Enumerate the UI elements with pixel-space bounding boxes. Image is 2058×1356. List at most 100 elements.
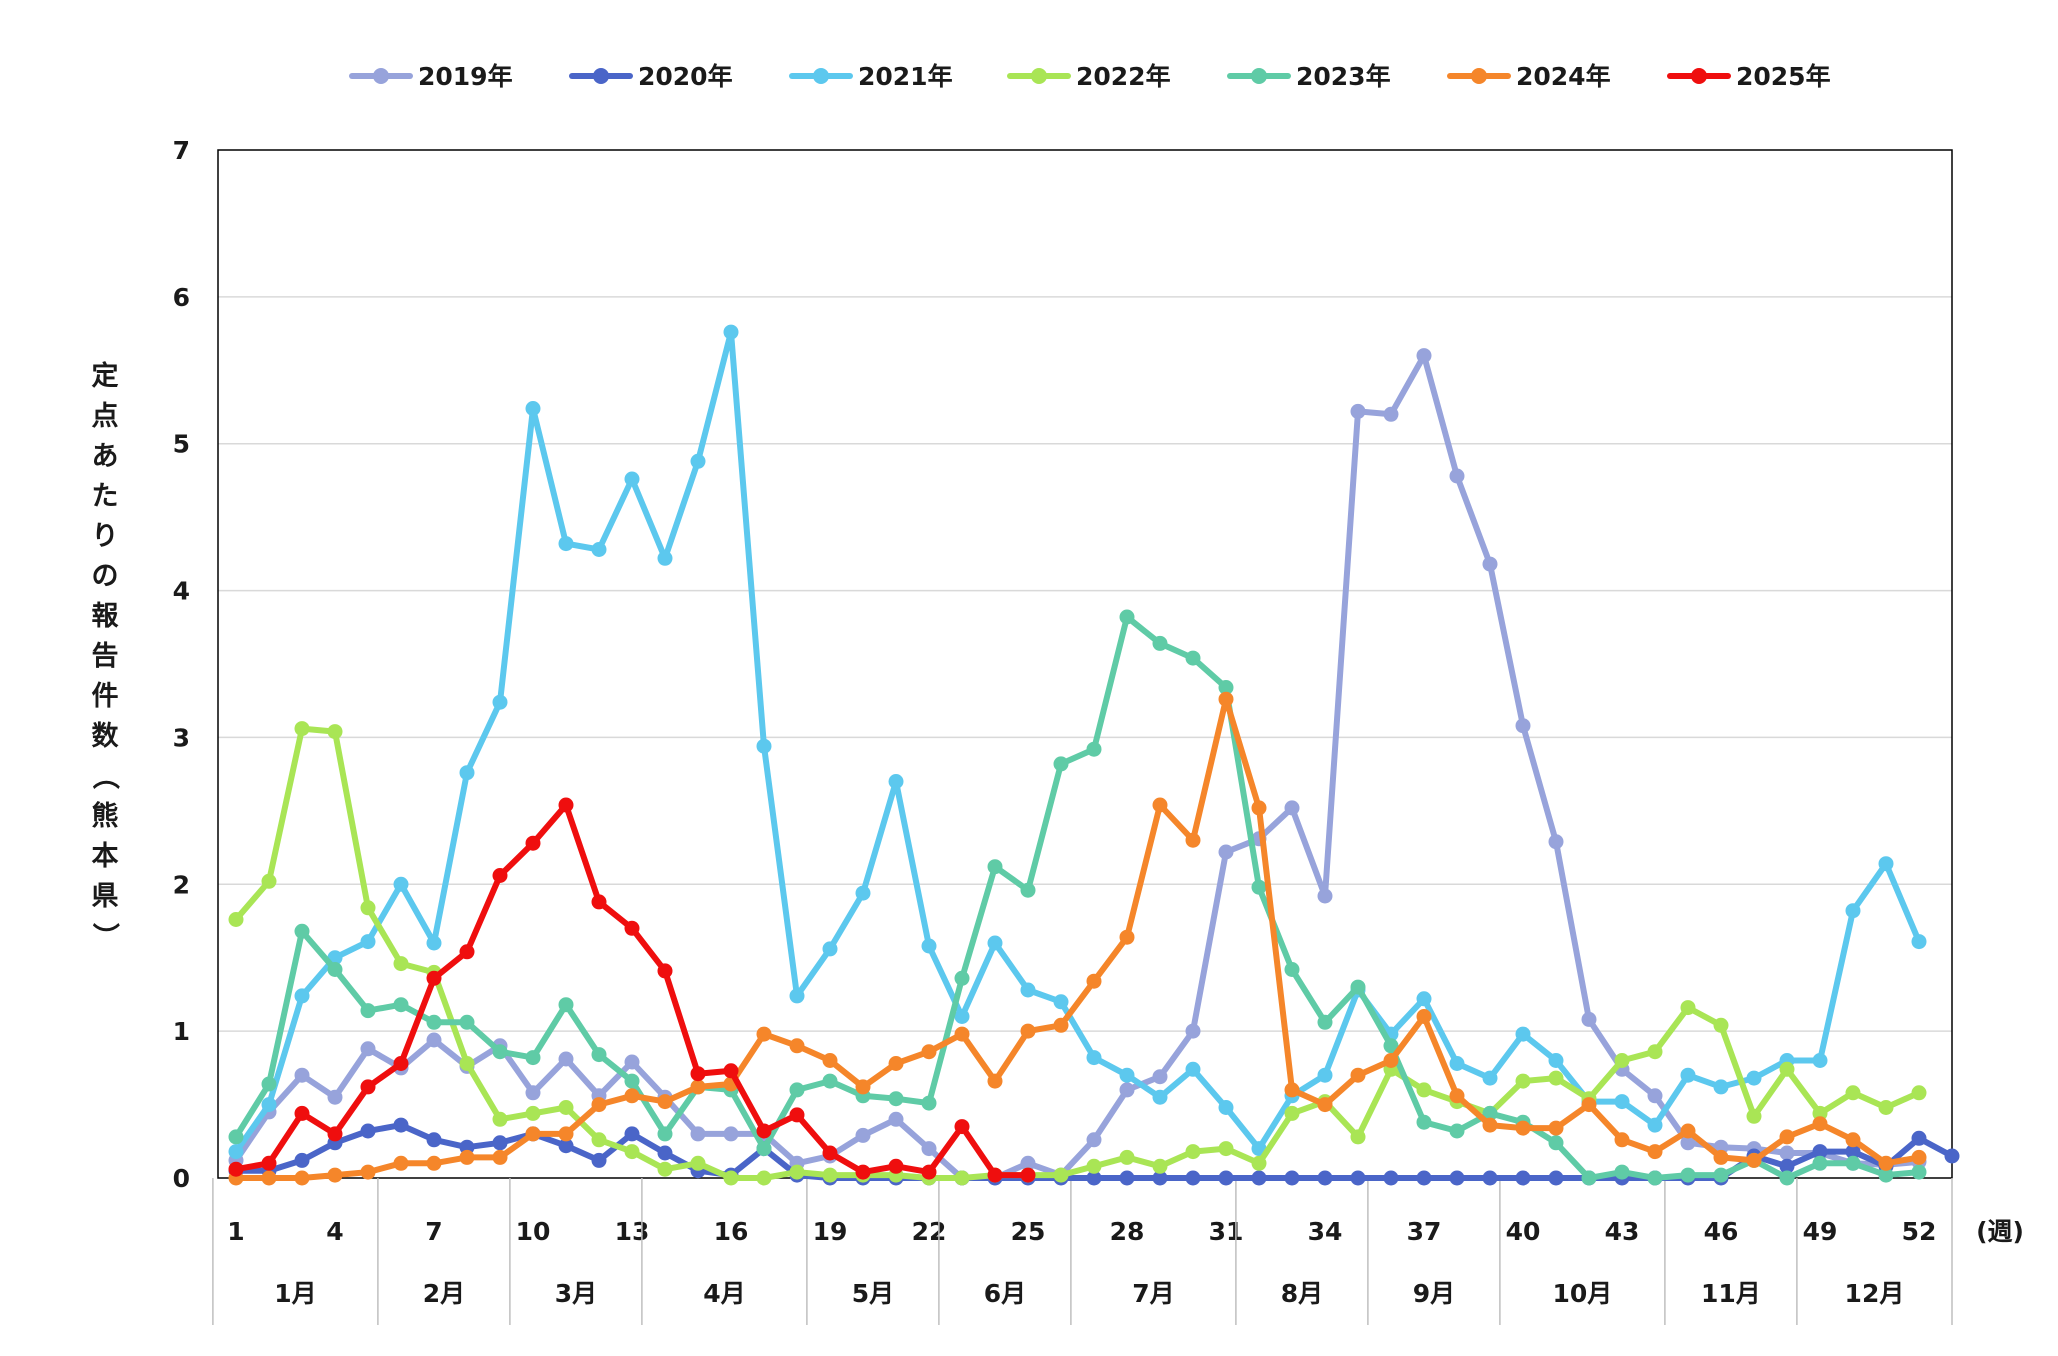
data-point [1449, 1170, 1465, 1186]
data-point [1647, 1044, 1663, 1060]
data-point [855, 885, 871, 901]
data-point [360, 1164, 376, 1180]
data-point [822, 941, 838, 957]
data-point [294, 1105, 310, 1121]
data-point [426, 1014, 442, 1030]
data-point [558, 536, 574, 552]
data-point [657, 963, 673, 979]
data-point [525, 1105, 541, 1121]
data-point [1317, 1067, 1333, 1083]
data-point [1053, 1017, 1069, 1033]
data-point [1185, 1144, 1201, 1160]
data-point [1647, 1144, 1663, 1160]
data-point [1680, 1067, 1696, 1083]
data-point [888, 774, 904, 789]
x-tick-label: 10 [516, 1217, 551, 1246]
data-point [525, 1085, 541, 1101]
data-point [1647, 1117, 1663, 1133]
legend-swatch-marker [1691, 68, 1707, 84]
y-axis-label-char: （ [89, 763, 120, 790]
data-point [1746, 1152, 1762, 1168]
data-point [360, 1123, 376, 1139]
data-point [954, 1009, 970, 1024]
data-point [1416, 1114, 1432, 1130]
data-point [756, 738, 772, 754]
data-point [1251, 800, 1267, 816]
data-point [1020, 1023, 1036, 1039]
data-point [1845, 1085, 1861, 1101]
data-point [261, 1097, 277, 1113]
x-tick-label: 46 [1704, 1217, 1739, 1246]
data-point [1350, 1129, 1366, 1145]
data-point [591, 1132, 607, 1148]
data-point [1614, 1094, 1630, 1110]
data-point [822, 1167, 838, 1183]
data-point [1482, 1070, 1498, 1086]
data-point [1284, 962, 1300, 977]
data-point [624, 471, 640, 487]
x-tick-label: 16 [714, 1217, 749, 1246]
data-point [1416, 1082, 1432, 1098]
data-point [1911, 934, 1927, 950]
data-point [360, 1079, 376, 1095]
data-point [1746, 1070, 1762, 1086]
data-point [1185, 1061, 1201, 1077]
legend-item: 2021年 [789, 62, 953, 91]
data-point [1713, 1167, 1729, 1183]
series-line [233, 329, 1922, 1155]
data-point [1779, 1145, 1795, 1161]
data-point [360, 1041, 376, 1057]
data-point [1152, 1170, 1168, 1186]
data-point [1614, 1053, 1630, 1068]
legend-swatch-marker [813, 68, 829, 84]
data-point [327, 1089, 343, 1105]
y-axis-label-char: 県 [92, 881, 119, 912]
data-point [1350, 1170, 1366, 1186]
data-point [1515, 718, 1531, 734]
data-point [1878, 1100, 1894, 1115]
data-point [1812, 1155, 1828, 1171]
legend-label: 2022年 [1076, 62, 1171, 91]
y-axis-label-char: 数 [92, 721, 120, 752]
data-point [1350, 979, 1366, 995]
legend-swatch-marker [1031, 68, 1047, 84]
data-point [1152, 797, 1168, 813]
data-point [1548, 1053, 1564, 1068]
data-point [1383, 406, 1399, 422]
data-point [1218, 680, 1234, 695]
data-point [1185, 1170, 1201, 1186]
month-label: 10月 [1553, 1279, 1613, 1308]
data-point [426, 935, 442, 951]
data-point [426, 1032, 442, 1048]
data-point [1812, 1116, 1828, 1132]
y-tick-label: 3 [173, 723, 190, 752]
data-point [1218, 691, 1234, 707]
data-point [1185, 832, 1201, 848]
series-2024年 [228, 691, 1927, 1186]
data-point [1812, 1144, 1828, 1160]
data-point [261, 873, 277, 889]
data-point [1350, 1067, 1366, 1083]
data-point [1185, 650, 1201, 666]
data-point [1482, 556, 1498, 572]
series-line [233, 352, 1922, 1181]
data-point [1647, 1088, 1663, 1104]
data-point [1317, 1170, 1333, 1186]
data-point [1416, 1009, 1432, 1024]
data-point [1317, 1014, 1333, 1030]
data-point [1350, 403, 1366, 419]
data-point [1449, 468, 1465, 484]
y-tick-label: 0 [173, 1164, 190, 1193]
data-point [1515, 1026, 1531, 1042]
legend-item: 2020年 [569, 62, 733, 91]
data-point [1416, 1170, 1432, 1186]
data-point [294, 721, 310, 737]
y-axis-label-char: 件 [92, 681, 119, 712]
data-point [294, 988, 310, 1004]
data-point [327, 1126, 343, 1142]
data-point [1416, 348, 1432, 364]
data-point [888, 1056, 904, 1071]
data-point [1614, 1164, 1630, 1180]
data-point [393, 1056, 409, 1071]
data-point [459, 944, 475, 960]
